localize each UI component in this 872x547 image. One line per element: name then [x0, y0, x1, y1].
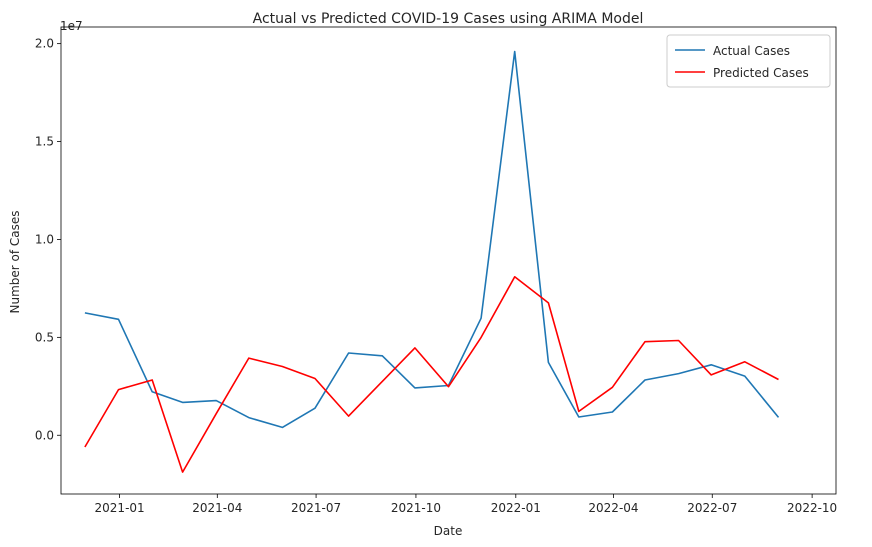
- x-tick-label: 2022-01: [491, 501, 541, 515]
- series-lines: [84, 50, 780, 473]
- y-tick-label: 1.5: [35, 135, 54, 149]
- y-tick-label: 1.0: [35, 232, 54, 246]
- x-axis-title: Date: [434, 524, 463, 538]
- y-tick-label: 0.0: [35, 428, 54, 442]
- x-tick-label: 2021-07: [291, 501, 341, 515]
- y-axis: 0.0 0.5 1.0 1.5 2.0: [35, 37, 61, 442]
- x-tick-label: 2021-10: [391, 501, 441, 515]
- series-line-actual-cases: [84, 50, 780, 429]
- chart-title: Actual vs Predicted COVID-19 Cases using…: [253, 11, 644, 27]
- plot-frame: [60, 26, 837, 495]
- y-tick-label: 2.0: [35, 37, 54, 51]
- x-tick-label: 2022-04: [588, 501, 638, 515]
- legend-box: [666, 34, 831, 88]
- legend: Actual Cases Predicted Cases: [666, 34, 831, 88]
- x-tick-label: 2021-04: [192, 501, 242, 515]
- y-offset-label: 1e7: [60, 19, 83, 33]
- legend-label-predicted: Predicted Cases: [713, 66, 809, 80]
- x-tick-label: 2021-01: [95, 501, 145, 515]
- x-tick-label: 2022-10: [787, 501, 837, 515]
- plot-area: 2021-01 2021-04 2021-07 2021-10 2022-01 2022-…: [35, 26, 837, 515]
- series-line-predicted-cases: [84, 275, 779, 473]
- x-axis: 2021-01 2021-04 2021-07 2021-10 2022-01 2022-…: [95, 494, 837, 515]
- x-tick-label: 2022-07: [687, 501, 737, 515]
- y-tick-label: 0.5: [35, 330, 54, 344]
- legend-label-actual: Actual Cases: [713, 44, 790, 58]
- y-axis-title: Number of Cases: [8, 210, 22, 313]
